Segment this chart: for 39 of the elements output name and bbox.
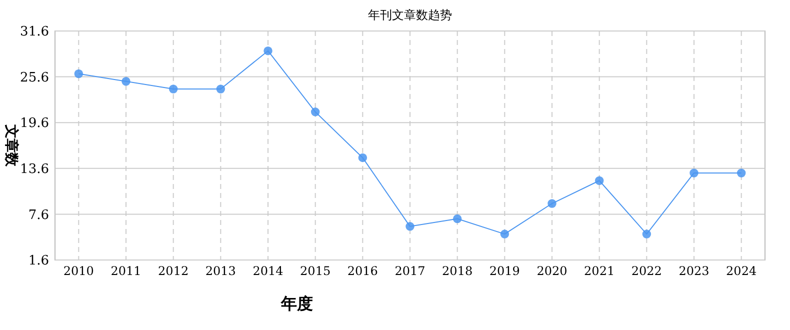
point xyxy=(642,230,652,238)
y-axis-title: 文章数 xyxy=(3,124,20,168)
point xyxy=(452,214,462,224)
x-tick-label: 2018 xyxy=(442,264,473,278)
point xyxy=(548,199,556,208)
y-tick-label: 31.6 xyxy=(20,24,49,40)
point xyxy=(594,176,604,185)
x-tick-label: 2019 xyxy=(489,264,520,278)
x-tick-label: 2023 xyxy=(678,264,710,278)
chart-title: 年刊文章数趋势 xyxy=(368,8,452,22)
x-tick-label: 2011 xyxy=(110,264,142,278)
x-tick-label: 2024 xyxy=(726,264,757,278)
point xyxy=(690,168,698,178)
point xyxy=(264,46,272,56)
x-tick-label: 2015 xyxy=(300,264,331,278)
point xyxy=(500,230,510,238)
x-tick-label: 2021 xyxy=(584,264,615,278)
x-tick-label: 2020 xyxy=(536,264,568,278)
point xyxy=(406,222,414,231)
x-tick-label: 2014 xyxy=(252,264,284,278)
y-tick-label: 7.6 xyxy=(28,208,49,223)
x-tick-label: 2013 xyxy=(205,264,236,278)
point xyxy=(216,84,226,94)
point xyxy=(122,77,130,86)
x-tick-label: 2010 xyxy=(63,264,94,278)
point xyxy=(358,153,368,162)
x-tick-label: 2017 xyxy=(394,264,426,278)
point xyxy=(736,168,746,178)
y-tick-label: 13.6 xyxy=(20,162,49,177)
x-axis-title: 年度 xyxy=(280,294,313,313)
x-tick-label: 2012 xyxy=(158,264,189,278)
point xyxy=(310,108,320,116)
x-tick-label: 2016 xyxy=(347,264,378,278)
y-tick-label: 19.6 xyxy=(20,116,49,132)
point xyxy=(74,69,84,78)
point xyxy=(168,84,178,94)
y-tick-label: 25.6 xyxy=(20,70,49,86)
y-tick-label: 1.6 xyxy=(28,254,49,269)
x-tick-label: 2022 xyxy=(631,264,662,278)
